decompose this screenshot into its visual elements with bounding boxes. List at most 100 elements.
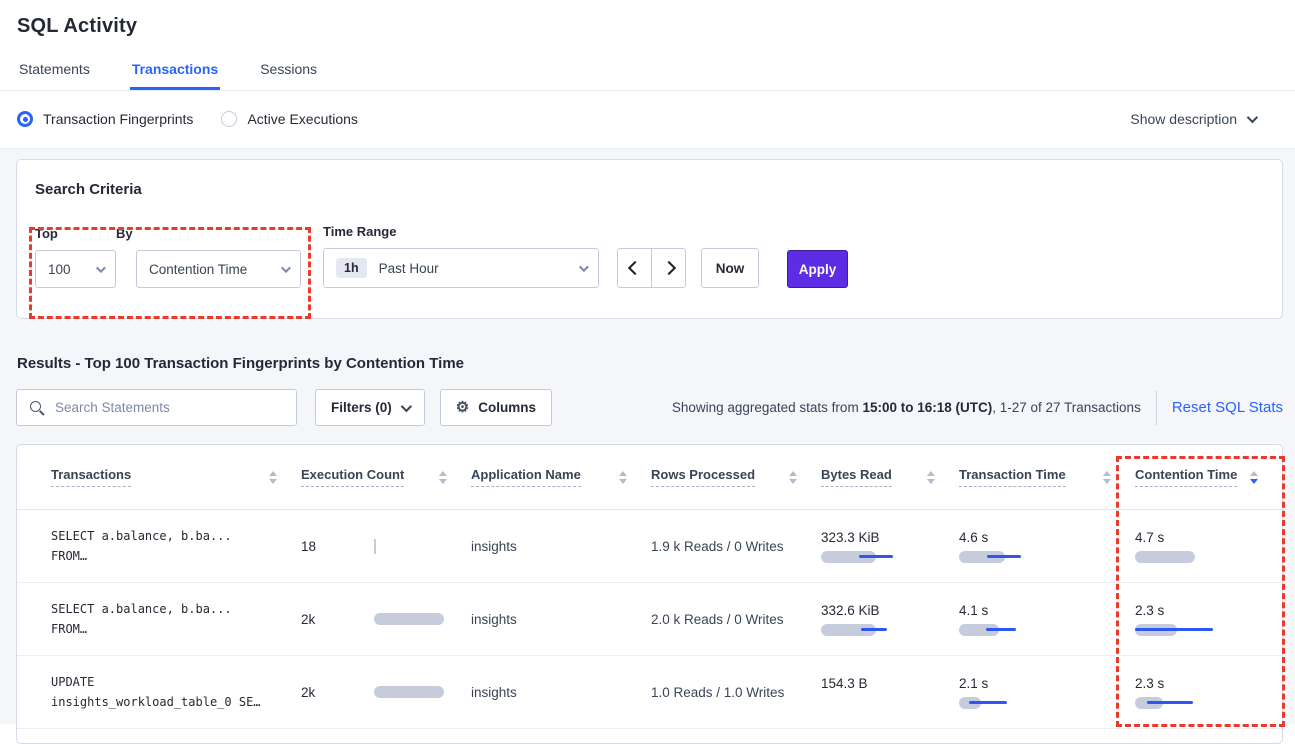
- columns-button[interactable]: ⚙ Columns: [439, 389, 552, 426]
- aggregated-stats: Showing aggregated stats from 15:00 to 1…: [671, 390, 1283, 425]
- table-row[interactable]: SELECT a.balance, b.ba... FROM… 2k insights…: [17, 583, 1282, 656]
- gear-icon: ⚙: [455, 399, 470, 416]
- transactions-table: Transactions Execution Count Application N…: [16, 444, 1283, 744]
- execution-count-cell: 2k: [301, 685, 471, 700]
- application-name-cell: insights: [471, 538, 517, 554]
- top-select-value: 100: [48, 261, 71, 277]
- stats-suffix: , 1-27 of 27 Transactions: [992, 400, 1141, 415]
- column-header-rows-processed[interactable]: Rows Processed: [651, 467, 821, 487]
- sort-arrows-icon[interactable]: [789, 470, 797, 484]
- tab-sessions[interactable]: Sessions: [260, 61, 318, 77]
- show-description-toggle[interactable]: Show description: [1130, 111, 1259, 127]
- filters-label: Filters (0): [331, 400, 392, 415]
- results-toolbar: Filters (0) ⚙ Columns Showing aggregated…: [16, 389, 1283, 426]
- bytes-read-cell: 323.3 KiB: [821, 530, 959, 563]
- column-header-execution-count[interactable]: Execution Count: [301, 467, 471, 487]
- columns-label: Columns: [478, 400, 536, 415]
- execution-count-cell: 2k: [301, 612, 471, 627]
- rows-processed-cell: 1.0 Reads / 1.0 Writes: [651, 684, 785, 700]
- sort-arrows-icon[interactable]: [1103, 470, 1111, 484]
- bytes-read-cell-bar: [821, 550, 893, 563]
- time-range-field-group: Time Range 1h Past Hour: [323, 224, 599, 288]
- chevron-down-icon: [1246, 111, 1259, 124]
- column-label: Execution Count: [301, 467, 405, 487]
- column-header-bytes-read[interactable]: Bytes Read: [821, 467, 959, 487]
- apply-button[interactable]: Apply: [787, 250, 848, 288]
- column-label: Rows Processed: [651, 467, 756, 487]
- by-select-value: Contention Time: [149, 261, 248, 277]
- page-title: SQL Activity: [17, 15, 138, 37]
- search-box: [16, 389, 297, 426]
- time-nav-group: [617, 248, 686, 288]
- time-range-label: Time Range: [323, 224, 397, 239]
- transaction-fingerprint[interactable]: UPDATE insights_workload_table_0 SE…: [51, 675, 261, 709]
- radio-label: Transaction Fingerprints: [43, 111, 194, 127]
- application-name-cell: insights: [471, 611, 517, 627]
- tab-transactions[interactable]: Transactions: [130, 61, 220, 90]
- bytes-read-cell: 154.3 B: [821, 676, 959, 709]
- top-select[interactable]: 100: [35, 250, 116, 288]
- by-field-group: By Contention Time: [116, 226, 301, 288]
- content-area: Search Criteria Top 100 By Contention Ti…: [0, 148, 1295, 744]
- transaction-time-cell: 4.1 s: [959, 603, 1135, 636]
- view-toggle-row: Transaction Fingerprints Active Executio…: [0, 91, 1295, 148]
- execution-count-cell: 18: [301, 539, 471, 554]
- transaction-fingerprint[interactable]: SELECT a.balance, b.ba... FROM…: [51, 529, 232, 563]
- contention-time-cell: 4.7 s: [1135, 530, 1282, 563]
- radio-transaction-fingerprints[interactable]: Transaction Fingerprints: [17, 111, 193, 127]
- rows-processed-cell: 1.9 k Reads / 0 Writes: [651, 538, 784, 554]
- sort-arrows-icon[interactable]: [269, 470, 277, 484]
- next-time-button[interactable]: [651, 248, 686, 288]
- column-header-contention-time[interactable]: Contention Time: [1135, 467, 1282, 487]
- search-criteria-card: Search Criteria Top 100 By Contention Ti…: [16, 159, 1283, 319]
- stats-prefix: Showing aggregated stats from: [671, 400, 863, 415]
- column-header-transactions[interactable]: Transactions: [51, 467, 301, 487]
- radio-unselected-icon[interactable]: [221, 111, 238, 127]
- bytes-read-cell-bar: [821, 697, 891, 709]
- results-heading: Results - Top 100 Transaction Fingerprin…: [17, 355, 465, 372]
- contention-time-cell: 2.3 s: [1135, 603, 1282, 636]
- prev-time-button[interactable]: [617, 248, 652, 288]
- chevron-down-icon: [400, 400, 412, 412]
- contention-time-cell-bar: [1135, 696, 1205, 709]
- radio-active-executions[interactable]: Active Executions: [221, 111, 358, 127]
- reset-sql-stats-link[interactable]: Reset SQL Stats: [1171, 399, 1283, 416]
- table-row[interactable]: SELECT a.balance, b.ba... FROM… 18 insights…: [17, 510, 1282, 583]
- execution-count-bar: [374, 686, 444, 698]
- top-label: Top: [35, 226, 58, 241]
- tab-statements[interactable]: Statements: [19, 61, 90, 77]
- column-header-application-name[interactable]: Application Name: [471, 467, 651, 487]
- show-description-label: Show description: [1130, 111, 1237, 127]
- contention-time-cell-bar: [1135, 550, 1205, 563]
- table-header-row: Transactions Execution Count Application N…: [17, 445, 1282, 510]
- transaction-fingerprint[interactable]: SELECT a.balance, b.ba... FROM…: [51, 602, 232, 636]
- stats-time-range: 15:00 to 16:18 (UTC): [862, 400, 993, 415]
- sort-arrows-icon[interactable]: [439, 470, 447, 484]
- now-button[interactable]: Now: [701, 248, 759, 288]
- chevron-right-icon: [661, 260, 676, 276]
- bytes-read-cell: 332.6 KiB: [821, 603, 959, 636]
- tab-bar: Statements Transactions Sessions: [0, 61, 1295, 91]
- search-input[interactable]: [16, 389, 297, 426]
- bytes-read-cell-bar: [821, 623, 891, 636]
- sort-arrows-icon[interactable]: [1250, 470, 1258, 484]
- column-label: Transaction Time: [959, 467, 1066, 487]
- radio-selected-icon[interactable]: [17, 111, 33, 127]
- column-label: Transactions: [51, 467, 132, 487]
- column-header-transaction-time[interactable]: Transaction Time: [959, 467, 1135, 487]
- sort-arrows-icon[interactable]: [619, 470, 627, 484]
- contention-time-cell-bar: [1135, 623, 1213, 636]
- transaction-time-cell-bar: [959, 696, 1029, 709]
- time-range-value: Past Hour: [378, 260, 439, 276]
- application-name-cell: insights: [471, 684, 517, 700]
- top-field-group: Top 100: [35, 226, 116, 288]
- search-criteria-fields: Top 100 By Contention Time Time Range 1h…: [35, 224, 1264, 288]
- chevron-down-icon: [95, 262, 106, 273]
- time-range-badge: 1h: [336, 258, 367, 278]
- sort-arrows-icon[interactable]: [927, 470, 935, 484]
- table-row[interactable]: UPDATE insights_workload_table_0 SE… 2k ins…: [17, 656, 1282, 729]
- time-range-select[interactable]: 1h Past Hour: [323, 248, 599, 288]
- by-select[interactable]: Contention Time: [136, 250, 301, 288]
- vertical-divider: [1155, 390, 1157, 425]
- filters-button[interactable]: Filters (0): [315, 389, 425, 426]
